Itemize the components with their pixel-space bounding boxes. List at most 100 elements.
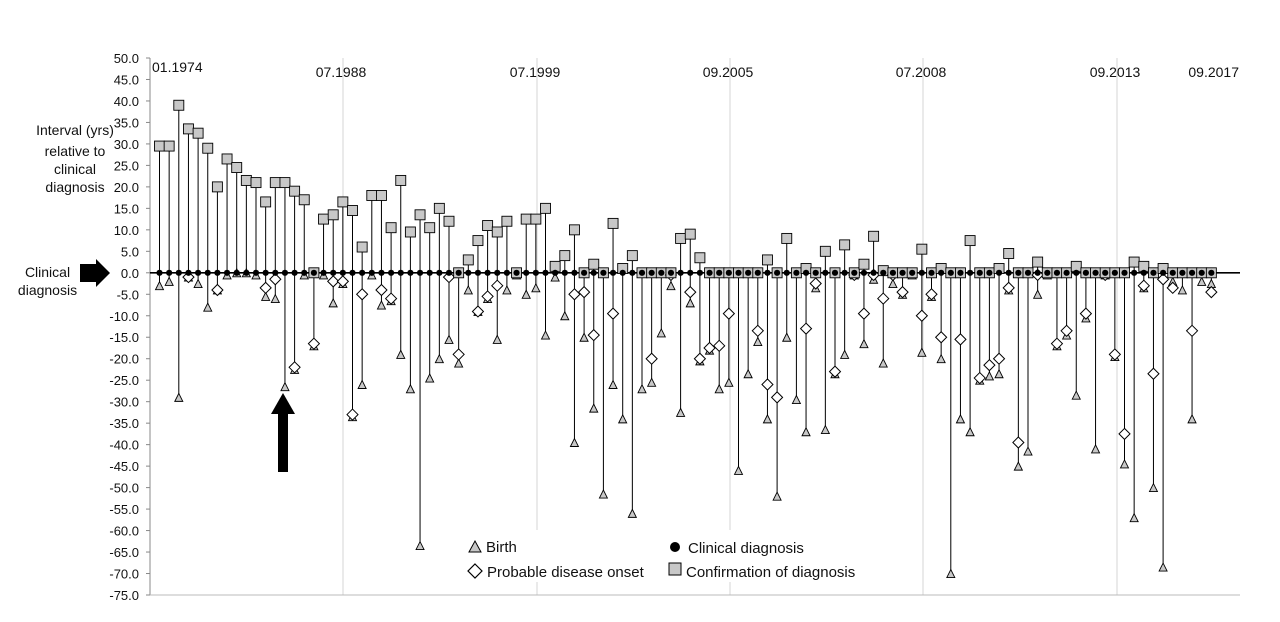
clinical-marker xyxy=(243,269,250,276)
clinical-marker xyxy=(1073,269,1080,276)
clinical-marker xyxy=(542,269,549,276)
date-label: 01.1974 xyxy=(152,59,203,75)
confirm-marker xyxy=(395,174,407,186)
confirm-marker xyxy=(1003,248,1015,259)
clinical-marker xyxy=(648,269,655,276)
confirm-marker xyxy=(182,123,194,135)
clinical-marker xyxy=(851,269,858,276)
clinical-marker xyxy=(310,269,317,276)
onset-marker xyxy=(1079,307,1093,320)
onset-marker xyxy=(1185,324,1199,338)
birth-marker xyxy=(994,368,1004,379)
birth-marker xyxy=(589,403,599,413)
onset-marker xyxy=(712,339,726,353)
clinical-marker xyxy=(523,269,530,276)
birth-marker xyxy=(666,280,676,291)
date-label: 09.2005 xyxy=(703,64,754,80)
onset-marker xyxy=(693,352,707,365)
clinical-marker xyxy=(233,269,240,276)
confirm-marker xyxy=(916,243,928,255)
birth-marker xyxy=(965,426,975,437)
birth-marker xyxy=(1148,482,1159,493)
clinical-marker xyxy=(581,269,588,276)
onset-marker xyxy=(751,324,765,338)
clinical-marker xyxy=(1044,269,1051,276)
clinical-marker xyxy=(918,269,925,276)
clinical-marker xyxy=(195,269,202,276)
onset-marker xyxy=(1050,337,1064,350)
birth-marker xyxy=(492,334,502,344)
clinical-marker xyxy=(175,269,182,276)
onset-marker xyxy=(442,270,456,284)
y-tick-label: -20.0 xyxy=(109,352,139,367)
confirm-marker xyxy=(240,174,252,186)
confirm-marker xyxy=(530,213,542,225)
confirm-marker xyxy=(192,127,204,139)
birth-marker xyxy=(839,349,850,359)
birth-marker xyxy=(917,347,927,357)
y-tick-label: 30.0 xyxy=(114,137,139,152)
birth-marker xyxy=(685,297,695,308)
clinical-marker xyxy=(368,269,375,276)
birth-marker xyxy=(598,489,609,499)
onset-marker xyxy=(384,292,398,305)
onset-marker xyxy=(684,285,697,299)
clinical-marker xyxy=(880,269,887,276)
legend-onset-label: Probable disease onset xyxy=(487,564,645,581)
confirm-marker xyxy=(1128,256,1140,268)
clinical-marker xyxy=(397,269,404,276)
confirm-marker xyxy=(318,213,329,225)
clinical-marker xyxy=(1169,269,1176,276)
birth-marker xyxy=(164,276,174,286)
confirm-marker xyxy=(472,235,484,247)
birth-marker xyxy=(260,291,271,301)
onset-marker xyxy=(346,408,359,421)
confirm-marker xyxy=(491,226,503,238)
confirm-marker xyxy=(221,153,233,165)
y-tick-label: -50.0 xyxy=(109,481,139,496)
clinical-marker xyxy=(928,269,935,276)
y-tick-label: 5.0 xyxy=(121,244,139,259)
clinical-marker xyxy=(802,269,810,276)
confirm-marker xyxy=(424,222,436,234)
onset-marker xyxy=(877,292,890,305)
birth-marker xyxy=(782,332,792,342)
clinical-marker xyxy=(156,269,163,276)
birth-marker xyxy=(888,278,898,288)
onset-marker xyxy=(269,273,282,286)
confirm-marker xyxy=(250,177,262,189)
onset-marker xyxy=(722,307,736,320)
y-tick-label: -60.0 xyxy=(109,524,139,539)
birth-marker xyxy=(762,413,773,424)
y-axis: 50.0 45.0 40.0 35.0 30.0 25.0 20.0 15.0 10.0 5.0 0… xyxy=(109,51,1240,603)
birth-marker xyxy=(1196,276,1207,286)
clinical-marker xyxy=(1005,269,1012,276)
clinical-marker xyxy=(706,269,713,276)
onset-marker xyxy=(326,275,340,288)
clinical-marker xyxy=(870,269,877,276)
birth-marker xyxy=(280,381,290,392)
clinical-marker xyxy=(1150,269,1157,276)
confirm-marker xyxy=(337,196,349,208)
clinical-marker xyxy=(793,269,800,276)
clinical-marker xyxy=(252,269,260,276)
clinical-marker xyxy=(1179,269,1186,276)
confirm-marker xyxy=(675,232,687,244)
confirm-marker xyxy=(327,209,339,221)
clinical-marker xyxy=(1131,269,1138,276)
clinical-marker xyxy=(339,269,346,276)
birth-marker xyxy=(1032,289,1043,299)
clinical-marker xyxy=(677,269,684,276)
clinical-marker xyxy=(301,269,308,276)
date-label: 07.1999 xyxy=(510,64,561,80)
y-tick-label: -65.0 xyxy=(109,545,139,560)
clinical-marker xyxy=(725,269,732,276)
onset-marker xyxy=(211,283,224,297)
birth-marker xyxy=(502,284,512,295)
onset-marker xyxy=(799,322,813,335)
clinical-marker xyxy=(947,269,954,276)
y-tick-label: -40.0 xyxy=(109,438,139,453)
birth-marker xyxy=(656,327,667,338)
confirm-marker xyxy=(154,140,165,152)
